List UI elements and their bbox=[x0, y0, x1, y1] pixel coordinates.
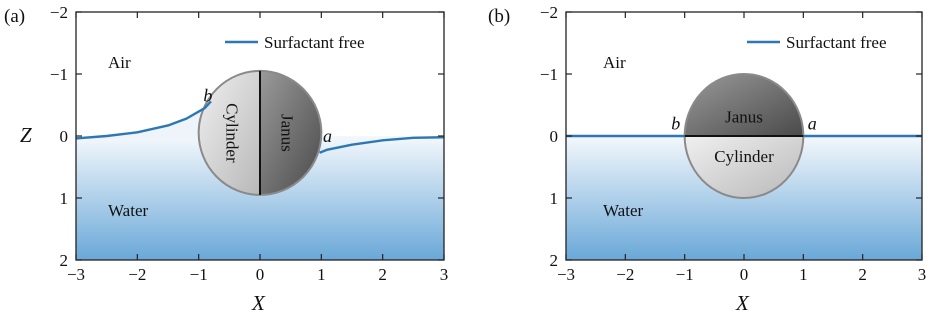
panel-b-air-label: Air bbox=[603, 53, 626, 72]
panel-b-xlabel: X bbox=[735, 291, 750, 315]
panel-a-label: (a) bbox=[4, 6, 25, 27]
x-tick-label: 3 bbox=[918, 265, 927, 284]
panel-a-ticks: −3 −2 −1 0 1 2 3 −2 −1 0 1 2 bbox=[50, 3, 448, 284]
janus-label: Janus bbox=[278, 114, 297, 152]
x-tick-label: 2 bbox=[858, 265, 867, 284]
panel-b-label: (b) bbox=[488, 6, 510, 27]
panel-b-ticks: −3 −2 −1 0 1 2 3 −2 −1 0 1 2 bbox=[540, 3, 926, 284]
y-tick-label: 1 bbox=[60, 189, 69, 208]
cylinder-half bbox=[684, 136, 804, 198]
y-tick-label: −1 bbox=[540, 65, 558, 84]
panel-a-xlabel: X bbox=[251, 291, 266, 315]
series-line-segment bbox=[75, 100, 212, 140]
x-tick-label: −3 bbox=[67, 265, 85, 284]
janus-half bbox=[260, 70, 322, 195]
panel-a-point-labels: ba bbox=[203, 86, 332, 146]
x-tick-label: −1 bbox=[676, 265, 694, 284]
x-tick-label: 0 bbox=[256, 265, 265, 284]
point-label-a: a bbox=[808, 114, 817, 134]
panel-a-air-label: Air bbox=[108, 53, 131, 72]
panel-b-legend-label: Surfactant free bbox=[786, 33, 887, 52]
point-label-b: b bbox=[671, 114, 680, 134]
y-tick-label: 1 bbox=[550, 189, 559, 208]
x-tick-label: −2 bbox=[616, 265, 634, 284]
panel-b-water-label: Water bbox=[603, 201, 643, 220]
point-label-b: b bbox=[203, 86, 212, 106]
x-tick-label: 3 bbox=[440, 265, 449, 284]
panel-a-water-label: Water bbox=[108, 201, 148, 220]
point-label-a: a bbox=[323, 126, 332, 146]
panel-a-legend-label: Surfactant free bbox=[264, 33, 365, 52]
panel-b: (b) Janus Cylinder −3 −2 −1 0 1 2 3 −2 −1 0 1 2 Air … bbox=[488, 3, 926, 315]
panel-a-plot: Cylinder Janus −3 −2 −1 0 1 2 3 −2 −1 0 1 2 Air Wate… bbox=[50, 3, 448, 284]
x-tick-label: 0 bbox=[740, 265, 749, 284]
y-tick-label: −1 bbox=[50, 65, 68, 84]
janus-half bbox=[684, 73, 804, 136]
panel-a-ylabel: Z bbox=[20, 123, 32, 147]
panel-b-janus-cylinder: Janus Cylinder bbox=[683, 73, 805, 199]
x-tick-label: −3 bbox=[557, 265, 575, 284]
janus-label: Janus bbox=[725, 107, 763, 126]
x-tick-label: −1 bbox=[190, 265, 208, 284]
x-tick-label: 2 bbox=[378, 265, 387, 284]
y-tick-label: 2 bbox=[60, 251, 69, 270]
y-tick-label: 0 bbox=[550, 127, 559, 146]
series-line-segment bbox=[319, 136, 445, 154]
x-tick-label: −2 bbox=[128, 265, 146, 284]
cylinder-label: Cylinder bbox=[222, 103, 241, 163]
y-tick-label: −2 bbox=[540, 3, 558, 22]
panel-a: (a) Z Cylinder Janus −3 −2 −1 0 1 2 3 −2 −1 0 1 2 Ai… bbox=[4, 3, 448, 315]
panel-a-series-group bbox=[75, 100, 445, 154]
y-tick-label: 0 bbox=[60, 127, 69, 146]
y-tick-label: −2 bbox=[50, 3, 68, 22]
x-tick-label: 1 bbox=[317, 265, 326, 284]
y-tick-label: 2 bbox=[550, 251, 559, 270]
panel-b-plot: Janus Cylinder −3 −2 −1 0 1 2 3 −2 −1 0 1 2 Air Wate… bbox=[540, 3, 926, 284]
cylinder-label: Cylinder bbox=[714, 147, 774, 166]
cylinder-half bbox=[198, 70, 260, 195]
panel-a-janus-cylinder: Cylinder Janus bbox=[197, 69, 323, 196]
x-tick-label: 1 bbox=[799, 265, 808, 284]
